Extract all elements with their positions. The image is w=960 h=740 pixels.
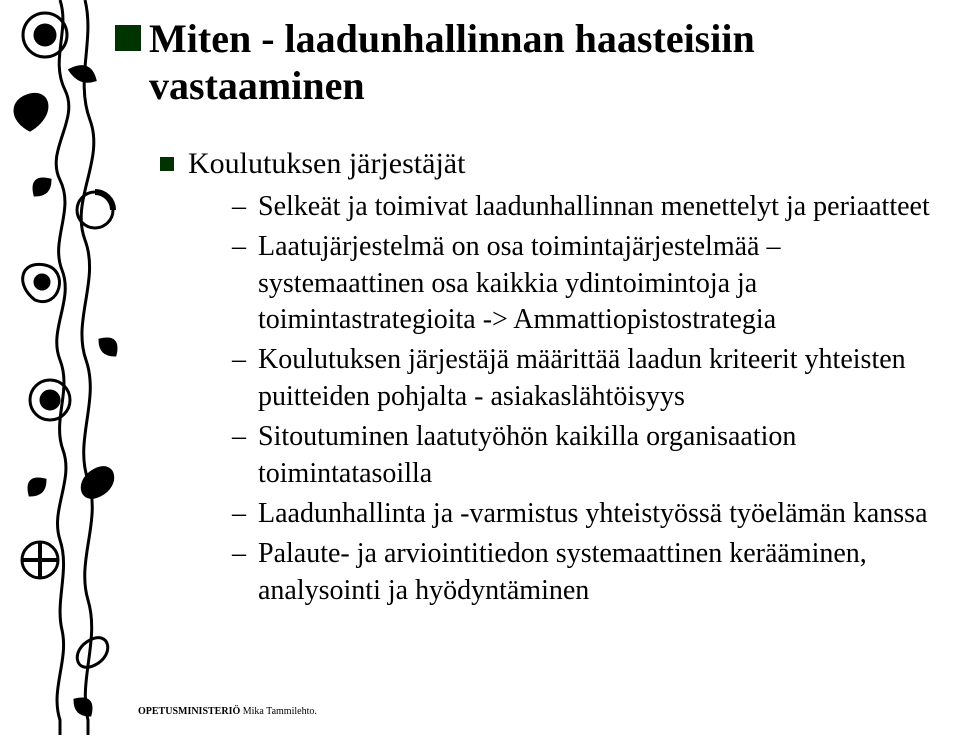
list-item: – Palaute- ja arviointitiedon systemaatt… bbox=[232, 536, 950, 609]
list-item: – Laatujärjestelmä on osa toimintajärjes… bbox=[232, 229, 950, 338]
level-1-list: Koulutuksen järjestäjät – Selkeät ja toi… bbox=[160, 145, 950, 609]
list-item: – Koulutuksen järjestäjä määrittää laadu… bbox=[232, 342, 950, 415]
list-item: – Laadunhallinta ja -varmistus yhteistyö… bbox=[232, 496, 950, 532]
level-1-label: Koulutuksen järjestäjät bbox=[188, 145, 465, 183]
slide-title: Miten - laadunhallinnan haasteisiin vast… bbox=[149, 15, 950, 109]
level-2-text: Palaute- ja arviointitiedon systemaattin… bbox=[258, 536, 950, 609]
level-2-text: Laatujärjestelmä on osa toimintajärjeste… bbox=[258, 229, 950, 338]
level-2-list: – Selkeät ja toimivat laadunhallinnan me… bbox=[232, 189, 950, 609]
level-2-text: Koulutuksen järjestäjä määrittää laadun … bbox=[258, 342, 950, 415]
level-2-text: Selkeät ja toimivat laadunhallinnan mene… bbox=[258, 189, 930, 225]
level-2-text: Laadunhallinta ja -varmistus yhteistyöss… bbox=[258, 496, 928, 532]
dash-bullet-icon: – bbox=[232, 536, 246, 572]
dash-bullet-icon: – bbox=[232, 419, 246, 455]
footer: OPETUSMINISTERIÖ Mika Tammilehto. bbox=[138, 706, 317, 717]
dash-bullet-icon: – bbox=[232, 189, 246, 225]
footer-org: OPETUSMINISTERIÖ bbox=[138, 706, 240, 717]
list-item: – Sitoutuminen laatutyöhön kaikilla orga… bbox=[232, 419, 950, 492]
square-bullet-icon bbox=[160, 157, 174, 171]
list-item: – Selkeät ja toimivat laadunhallinnan me… bbox=[232, 189, 950, 225]
level-2-text: Sitoutuminen laatutyöhön kaikilla organi… bbox=[258, 419, 950, 492]
title-bullet-icon bbox=[115, 25, 141, 51]
slide-content: Miten - laadunhallinnan haasteisiin vast… bbox=[115, 15, 950, 613]
list-item: Koulutuksen järjestäjät bbox=[160, 145, 950, 183]
dash-bullet-icon: – bbox=[232, 342, 246, 378]
title-row: Miten - laadunhallinnan haasteisiin vast… bbox=[115, 15, 950, 109]
dash-bullet-icon: – bbox=[232, 496, 246, 532]
dash-bullet-icon: – bbox=[232, 229, 246, 265]
footer-author: Mika Tammilehto. bbox=[240, 706, 317, 717]
